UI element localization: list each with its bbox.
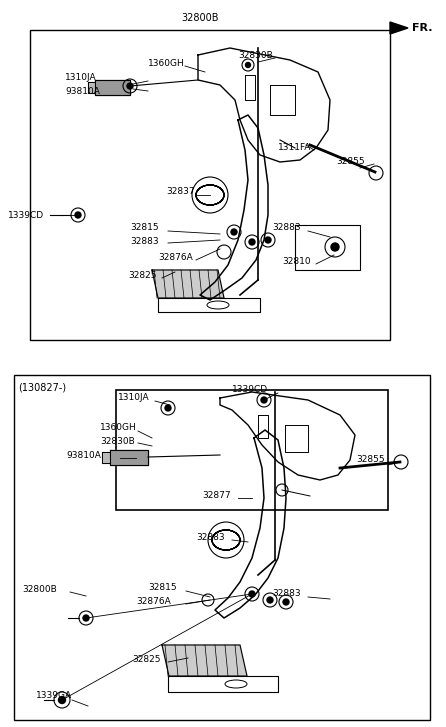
Text: 1360GH: 1360GH bbox=[100, 424, 137, 433]
Text: 32876A: 32876A bbox=[158, 254, 193, 262]
Text: (130827-): (130827-) bbox=[18, 383, 66, 393]
Bar bbox=[116, 390, 388, 510]
Circle shape bbox=[267, 597, 273, 603]
Text: 32810: 32810 bbox=[282, 257, 310, 267]
Text: 32830B: 32830B bbox=[238, 50, 273, 60]
Text: 32837: 32837 bbox=[166, 188, 194, 196]
Polygon shape bbox=[158, 298, 260, 312]
Text: 32876A: 32876A bbox=[136, 596, 171, 606]
Circle shape bbox=[58, 696, 66, 704]
Text: 32877: 32877 bbox=[202, 491, 231, 500]
Text: 1310JA: 1310JA bbox=[118, 393, 149, 403]
Text: 32855: 32855 bbox=[336, 158, 365, 166]
Polygon shape bbox=[162, 645, 247, 676]
Text: 1311FA: 1311FA bbox=[278, 143, 311, 153]
Text: 32883: 32883 bbox=[272, 223, 301, 233]
Text: 32825: 32825 bbox=[128, 271, 157, 281]
Text: 32800B: 32800B bbox=[181, 13, 219, 23]
Polygon shape bbox=[88, 82, 95, 93]
Text: FR.: FR. bbox=[412, 23, 433, 33]
Polygon shape bbox=[95, 80, 130, 95]
Circle shape bbox=[249, 591, 255, 597]
Circle shape bbox=[283, 599, 289, 605]
Text: 32815: 32815 bbox=[130, 223, 159, 233]
Text: 1360GH: 1360GH bbox=[148, 58, 185, 68]
Text: 1310JA: 1310JA bbox=[65, 73, 97, 82]
Text: 32800B: 32800B bbox=[22, 585, 57, 595]
Text: 1339CD: 1339CD bbox=[232, 385, 268, 395]
Polygon shape bbox=[152, 270, 224, 298]
Text: 93810A: 93810A bbox=[65, 87, 100, 95]
Circle shape bbox=[165, 405, 171, 411]
Text: 93810A: 93810A bbox=[66, 451, 101, 460]
Circle shape bbox=[231, 229, 237, 235]
Polygon shape bbox=[390, 22, 408, 34]
Circle shape bbox=[245, 63, 251, 68]
Polygon shape bbox=[168, 676, 278, 692]
Text: 32815: 32815 bbox=[148, 584, 177, 593]
Bar bbox=[30, 30, 390, 340]
Circle shape bbox=[249, 239, 255, 245]
Bar bbox=[14, 375, 430, 720]
Polygon shape bbox=[110, 450, 148, 465]
Circle shape bbox=[265, 237, 271, 243]
Text: 1339CD: 1339CD bbox=[8, 211, 44, 220]
Circle shape bbox=[83, 615, 89, 621]
Circle shape bbox=[127, 83, 133, 89]
Circle shape bbox=[331, 243, 339, 251]
Polygon shape bbox=[102, 452, 110, 463]
Text: 32883: 32883 bbox=[272, 590, 301, 598]
Text: 32855: 32855 bbox=[356, 456, 384, 465]
Text: 1339GA: 1339GA bbox=[36, 691, 72, 701]
Circle shape bbox=[75, 212, 81, 218]
Text: 32830B: 32830B bbox=[100, 436, 135, 446]
Text: 32883: 32883 bbox=[130, 236, 159, 246]
Text: 32883: 32883 bbox=[196, 534, 225, 542]
Circle shape bbox=[261, 397, 267, 403]
Text: 32825: 32825 bbox=[132, 656, 161, 664]
